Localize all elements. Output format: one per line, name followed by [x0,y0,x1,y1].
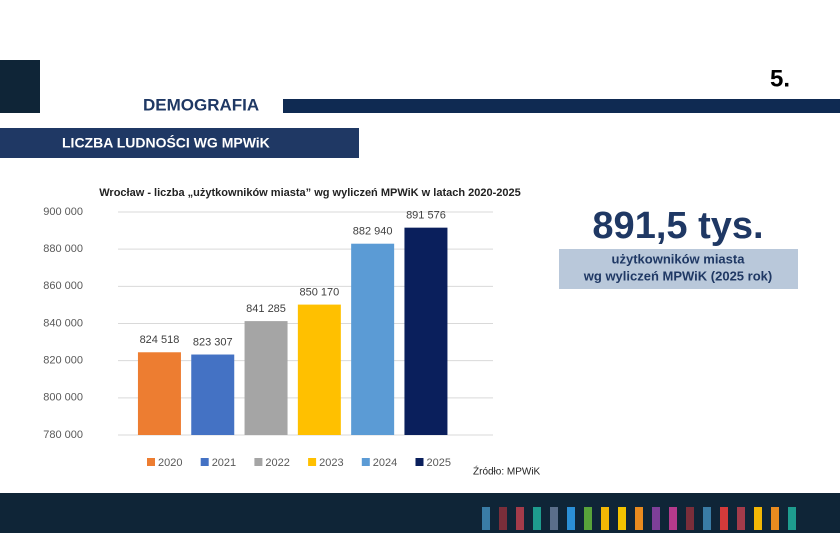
legend-label: 2024 [373,457,397,469]
bar [244,321,288,435]
heading-box [0,128,359,158]
caption-box [559,249,798,289]
heading: LICZBA LUDNOŚCI WG MPWiK [62,134,270,151]
value-label: 823 307 [193,336,233,348]
y-tick-label: 840 000 [43,317,83,329]
bar [137,352,181,435]
y-tick-label: 900 000 [43,206,83,218]
corner-block [0,60,40,113]
bar [351,243,395,435]
legend-label: 2022 [265,457,289,469]
value-label: 882 940 [353,226,393,238]
y-tick-label: 860 000 [43,280,83,292]
legend-swatch [254,458,263,466]
caption: wg wyliczeń MPWiK (2025 rok) [583,268,772,283]
highlight: 891,5 tys. [592,205,763,247]
value-label: 850 170 [299,287,339,299]
y-tick-label: 780 000 [43,429,83,441]
y-tick-label: 800 000 [43,392,83,404]
legend-label: 2025 [427,457,451,469]
y-tick-label: 820 000 [43,355,83,367]
footer-stripes [482,507,796,530]
legend-swatch [361,458,370,466]
value-label: 891 576 [406,210,446,222]
value-label: 841 285 [246,303,286,315]
y-tick-label: 880 000 [43,243,83,255]
caption: użytkowników miasta [612,251,746,266]
section-bar [283,99,840,113]
source: Źródło: MPWiK [473,465,541,478]
legend-swatch [200,458,209,466]
bar [404,227,448,435]
legend-swatch [308,458,317,466]
section-title: DEMOGRAFIA [143,95,259,114]
legend-label: 2023 [319,457,343,469]
slide-number: 5. [770,65,790,92]
chart-title: Wrocław - liczba „użytkowników miasta” w… [99,187,521,199]
legend-swatch [147,458,155,466]
value-label: 824 518 [140,334,180,346]
footer-band [0,493,840,533]
legend-label: 2021 [212,457,236,469]
legend-swatch [415,458,424,466]
legend-label: 2020 [158,457,182,469]
bar [297,304,341,435]
bar [191,354,235,435]
